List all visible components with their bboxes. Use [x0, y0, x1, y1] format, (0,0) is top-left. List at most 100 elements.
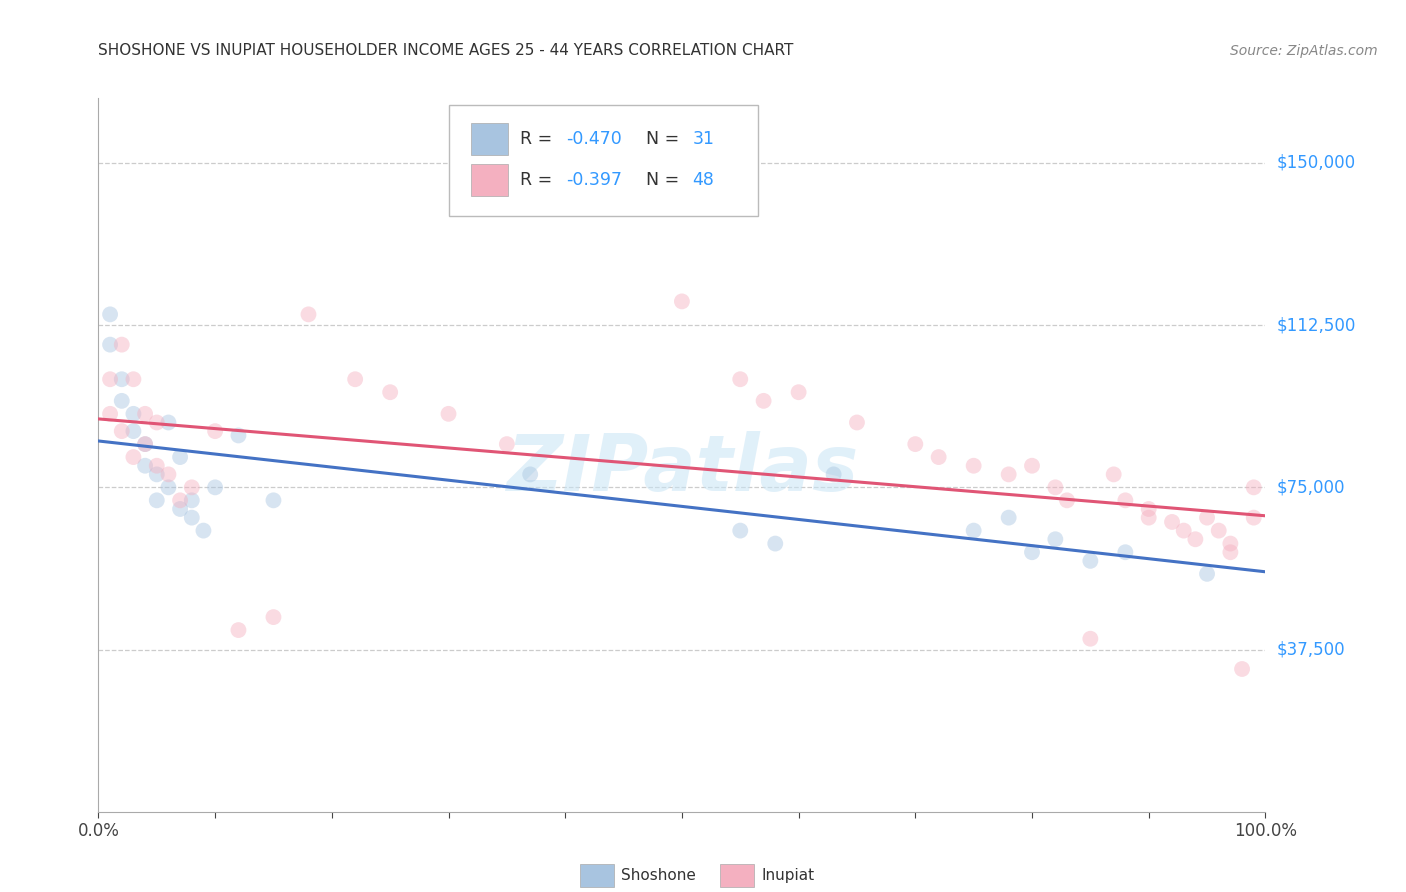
FancyBboxPatch shape — [449, 105, 758, 216]
Point — [904, 437, 927, 451]
Point — [1021, 545, 1043, 559]
Point — [1230, 662, 1253, 676]
Point — [98, 307, 121, 321]
Point — [204, 480, 226, 494]
Text: 48: 48 — [692, 171, 714, 189]
Point — [134, 407, 156, 421]
Point — [437, 407, 460, 421]
Text: -0.397: -0.397 — [567, 171, 623, 189]
Point — [98, 337, 121, 351]
Point — [193, 524, 215, 538]
Text: $37,500: $37,500 — [1277, 640, 1346, 658]
Point — [1056, 493, 1078, 508]
Point — [1208, 524, 1230, 538]
Point — [111, 337, 134, 351]
Point — [1137, 510, 1160, 524]
Point — [111, 393, 134, 408]
Point — [1219, 545, 1241, 559]
FancyBboxPatch shape — [471, 164, 508, 196]
Point — [146, 416, 169, 430]
Text: SHOSHONE VS INUPIAT HOUSEHOLDER INCOME AGES 25 - 44 YEARS CORRELATION CHART: SHOSHONE VS INUPIAT HOUSEHOLDER INCOME A… — [98, 43, 794, 58]
Point — [146, 493, 169, 508]
Point — [1114, 545, 1136, 559]
Point — [1021, 458, 1043, 473]
Point — [730, 524, 752, 538]
Point — [344, 372, 367, 386]
Point — [1243, 510, 1265, 524]
Point — [962, 458, 984, 473]
Point — [495, 437, 517, 451]
Text: Inupiat: Inupiat — [761, 868, 814, 883]
Point — [169, 493, 191, 508]
Text: R =: R = — [520, 130, 557, 148]
Text: Shoshone: Shoshone — [621, 868, 696, 883]
Point — [98, 407, 121, 421]
Point — [157, 467, 180, 482]
Point — [134, 437, 156, 451]
Text: R =: R = — [520, 171, 557, 189]
Point — [962, 524, 984, 538]
Text: 31: 31 — [692, 130, 714, 148]
Point — [122, 407, 145, 421]
Text: $150,000: $150,000 — [1277, 154, 1355, 172]
Point — [157, 416, 180, 430]
Point — [378, 385, 402, 400]
Text: $75,000: $75,000 — [1277, 478, 1346, 496]
Point — [297, 307, 319, 321]
Point — [1102, 467, 1125, 482]
Point — [134, 437, 156, 451]
Point — [1184, 533, 1206, 547]
Point — [845, 416, 868, 430]
Point — [228, 428, 250, 442]
Point — [204, 424, 226, 438]
Point — [98, 372, 121, 386]
Point — [122, 424, 145, 438]
Point — [111, 424, 134, 438]
Point — [1114, 493, 1136, 508]
Text: N =: N = — [645, 130, 685, 148]
FancyBboxPatch shape — [581, 863, 614, 887]
Point — [134, 458, 156, 473]
Point — [1243, 480, 1265, 494]
Point — [1195, 510, 1218, 524]
Point — [146, 458, 169, 473]
Point — [146, 467, 169, 482]
Point — [1173, 524, 1195, 538]
Point — [823, 467, 845, 482]
Point — [1219, 536, 1241, 550]
Point — [671, 294, 693, 309]
Point — [122, 450, 145, 464]
Point — [997, 467, 1019, 482]
Point — [180, 480, 202, 494]
Point — [1137, 502, 1160, 516]
Text: ZIPatlas: ZIPatlas — [506, 431, 858, 508]
Point — [111, 372, 134, 386]
Point — [1045, 480, 1067, 494]
Point — [157, 480, 180, 494]
Text: N =: N = — [645, 171, 685, 189]
Point — [180, 510, 202, 524]
Point — [1161, 515, 1184, 529]
Text: -0.470: -0.470 — [567, 130, 621, 148]
Point — [1080, 554, 1102, 568]
Point — [787, 385, 810, 400]
Point — [122, 372, 145, 386]
Point — [180, 493, 202, 508]
Point — [928, 450, 950, 464]
Point — [519, 467, 541, 482]
Point — [228, 623, 250, 637]
Point — [752, 393, 775, 408]
Text: $112,500: $112,500 — [1277, 316, 1355, 334]
Point — [730, 372, 752, 386]
Point — [1080, 632, 1102, 646]
Point — [1195, 566, 1218, 581]
Point — [262, 493, 284, 508]
Point — [169, 502, 191, 516]
Point — [169, 450, 191, 464]
Point — [997, 510, 1019, 524]
Text: Source: ZipAtlas.com: Source: ZipAtlas.com — [1230, 44, 1378, 58]
FancyBboxPatch shape — [720, 863, 754, 887]
Point — [262, 610, 284, 624]
FancyBboxPatch shape — [471, 122, 508, 155]
Point — [1045, 533, 1067, 547]
